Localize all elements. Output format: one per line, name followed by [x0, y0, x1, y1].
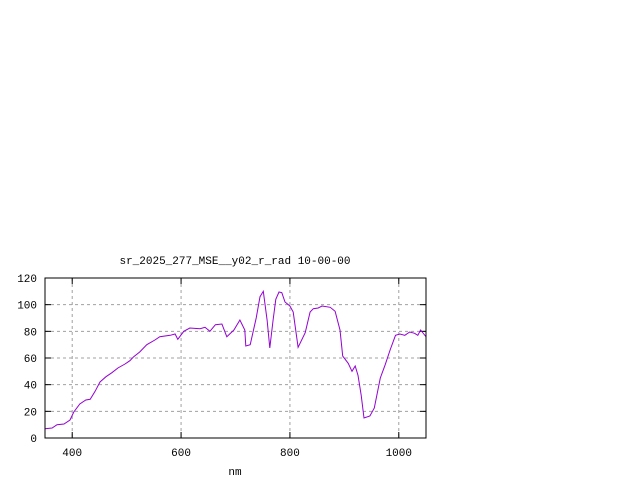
- y-tick-label: 60: [24, 354, 37, 366]
- plot-frame: [44, 277, 427, 439]
- chart-title: sr_2025_277_MSE__y02_r_rad 10-00-00: [119, 256, 350, 268]
- x-tick-label: 400: [62, 448, 82, 460]
- y-tick-label: 120: [17, 274, 37, 286]
- x-tick-label: 600: [171, 448, 191, 460]
- series: [44, 289, 427, 430]
- ticks: 0 20 40 60 80 100 120 400 600 800 1000: [17, 274, 426, 460]
- x-axis-label: nm: [228, 467, 242, 479]
- grid: [45, 278, 426, 438]
- x-tick-label: 1000: [386, 448, 412, 460]
- y-tick-label: 100: [17, 301, 37, 313]
- x-tick-label: 800: [280, 448, 300, 460]
- y-tick-label: 40: [24, 381, 37, 393]
- y-tick-label: 20: [24, 407, 37, 419]
- y-tick-label: 0: [30, 434, 37, 446]
- series-line: [44, 289, 427, 430]
- y-tick-label: 80: [24, 327, 37, 339]
